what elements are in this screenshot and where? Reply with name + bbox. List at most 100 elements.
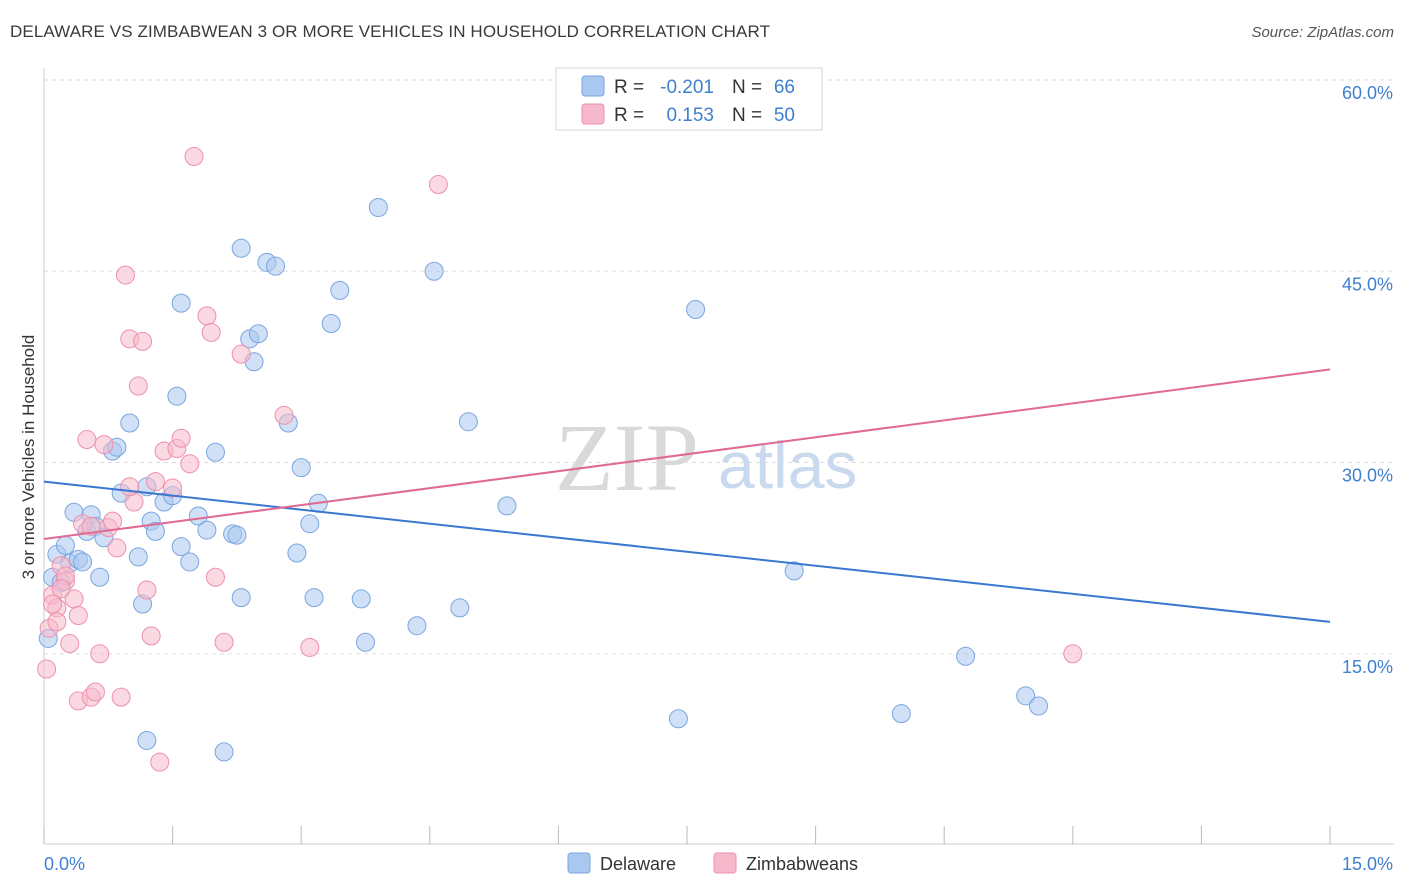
delaware-trend-line	[43, 480, 1331, 623]
delaware-point	[120, 413, 140, 433]
x-tick-label: 15.0%	[1342, 854, 1393, 874]
zimbabweans-point	[107, 538, 127, 558]
source-credit: Source: ZipAtlas.com	[1251, 24, 1394, 41]
bottom-legend: Delaware Zimbabweans	[567, 852, 858, 874]
legend-n-value-2: 50	[774, 105, 795, 126]
x-tick-label: 0.0%	[44, 854, 85, 874]
delaware-point	[330, 280, 350, 300]
delaware-point	[956, 646, 976, 666]
y-tick-label: 60.0%	[1342, 83, 1393, 103]
zimbabweans-point	[205, 567, 225, 587]
y-tick-label: 15.0%	[1342, 657, 1393, 677]
zimbabweans-point	[68, 606, 88, 625]
zimbabweans-point	[201, 322, 221, 342]
y-axis-title: 3 or more Vehicles in Household	[19, 335, 38, 580]
zimbabweans-point	[81, 516, 101, 536]
legend-n-value-1: 66	[774, 77, 795, 98]
zimbabweans-point	[60, 634, 80, 654]
legend-r-label-1: R =	[614, 77, 644, 98]
delaware-point	[231, 238, 251, 258]
zimbabweans-point	[120, 477, 140, 497]
legend-swatch-zimbabweans	[581, 103, 605, 125]
zimbabweans-point	[180, 454, 200, 474]
zimbabweans-point	[184, 147, 204, 166]
delaware-point	[197, 520, 217, 540]
watermark-atlas: atlas	[718, 428, 857, 502]
bottom-legend-swatch-delaware	[567, 852, 591, 874]
legend-swatch-delaware	[581, 75, 605, 97]
delaware-point	[137, 730, 157, 750]
delaware-point	[180, 552, 200, 572]
chart-title: DELAWARE VS ZIMBABWEAN 3 OR MORE VEHICLE…	[10, 22, 771, 41]
zimbabweans-point	[51, 579, 71, 599]
legend-r-label-2: R =	[614, 105, 644, 126]
legend-n-label-2: N =	[732, 105, 762, 126]
zimbabweans-point	[231, 344, 251, 364]
zimbabweans-point	[94, 435, 114, 455]
delaware-point	[291, 458, 311, 478]
delaware-point	[356, 632, 375, 652]
axes	[43, 68, 1394, 845]
delaware-point	[450, 598, 470, 618]
delaware-point	[55, 535, 75, 555]
zimbabweans-point	[141, 626, 161, 646]
delaware-point	[424, 261, 444, 281]
zimbabweans-point	[137, 580, 157, 600]
delaware-point	[686, 300, 706, 319]
watermark-zip: ZIP	[555, 404, 699, 511]
zimbabweans-point	[171, 428, 191, 448]
delaware-point	[351, 589, 371, 609]
zimbabweans-point	[115, 265, 135, 285]
y-tick-label: 45.0%	[1342, 274, 1393, 294]
delaware-point	[1029, 696, 1049, 716]
bottom-legend-label-zimbabweans: Zimbabweans	[746, 854, 858, 874]
delaware-point	[90, 567, 110, 587]
zimbabweans-point	[145, 472, 165, 492]
legend-n-label-1: N =	[732, 77, 762, 98]
delaware-point	[248, 324, 268, 344]
zimbabweans-trend-line	[43, 368, 1331, 540]
zimbabweans-point	[103, 511, 123, 531]
zimbabweans-point	[1063, 644, 1083, 664]
zimbabweans-point	[133, 331, 153, 351]
delaware-point	[188, 506, 208, 526]
delaware-point	[227, 525, 247, 545]
delaware-point	[321, 314, 341, 334]
zimbabweans-point	[274, 405, 294, 425]
delaware-point	[145, 521, 165, 541]
zimbabweans-point	[47, 612, 67, 632]
legend-box: R = -0.201 N = 66 R = 0.153 N = 50	[555, 67, 823, 131]
zimbabweans-point	[90, 644, 110, 664]
zimbabweans-point	[214, 632, 234, 652]
delaware-point	[171, 293, 191, 313]
legend-r-value-2: 0.153	[666, 105, 714, 126]
delaware-point	[128, 547, 148, 567]
delaware-point	[891, 704, 911, 724]
delaware-point	[167, 386, 187, 406]
delaware-point	[458, 412, 478, 432]
zimbabweans-point	[163, 478, 183, 498]
zimbabweans-point	[300, 637, 320, 657]
zimbabweans-point	[85, 682, 105, 702]
delaware-point	[171, 537, 191, 557]
delaware-point	[1016, 686, 1036, 706]
zimbabweans-point	[111, 687, 131, 707]
x-tick-labels: 0.0% 15.0%	[44, 854, 1393, 874]
bottom-legend-label-delaware: Delaware	[600, 854, 676, 874]
delaware-point	[368, 198, 388, 217]
delaware-point	[407, 616, 427, 636]
y-tick-labels: 15.0% 30.0% 45.0% 60.0%	[1342, 83, 1393, 677]
bottom-legend-swatch-zimbabweans	[713, 852, 737, 874]
delaware-point	[214, 742, 234, 762]
zimbabweans-point	[128, 376, 148, 396]
delaware-point	[304, 588, 324, 608]
delaware-point	[231, 588, 251, 608]
data-points	[37, 147, 1083, 772]
delaware-point	[668, 709, 688, 729]
delaware-point	[205, 442, 225, 462]
zimbabweans-point	[428, 175, 448, 195]
zimbabweans-point	[150, 752, 170, 772]
delaware-point	[497, 496, 517, 516]
legend-r-value-1: -0.201	[660, 77, 714, 98]
